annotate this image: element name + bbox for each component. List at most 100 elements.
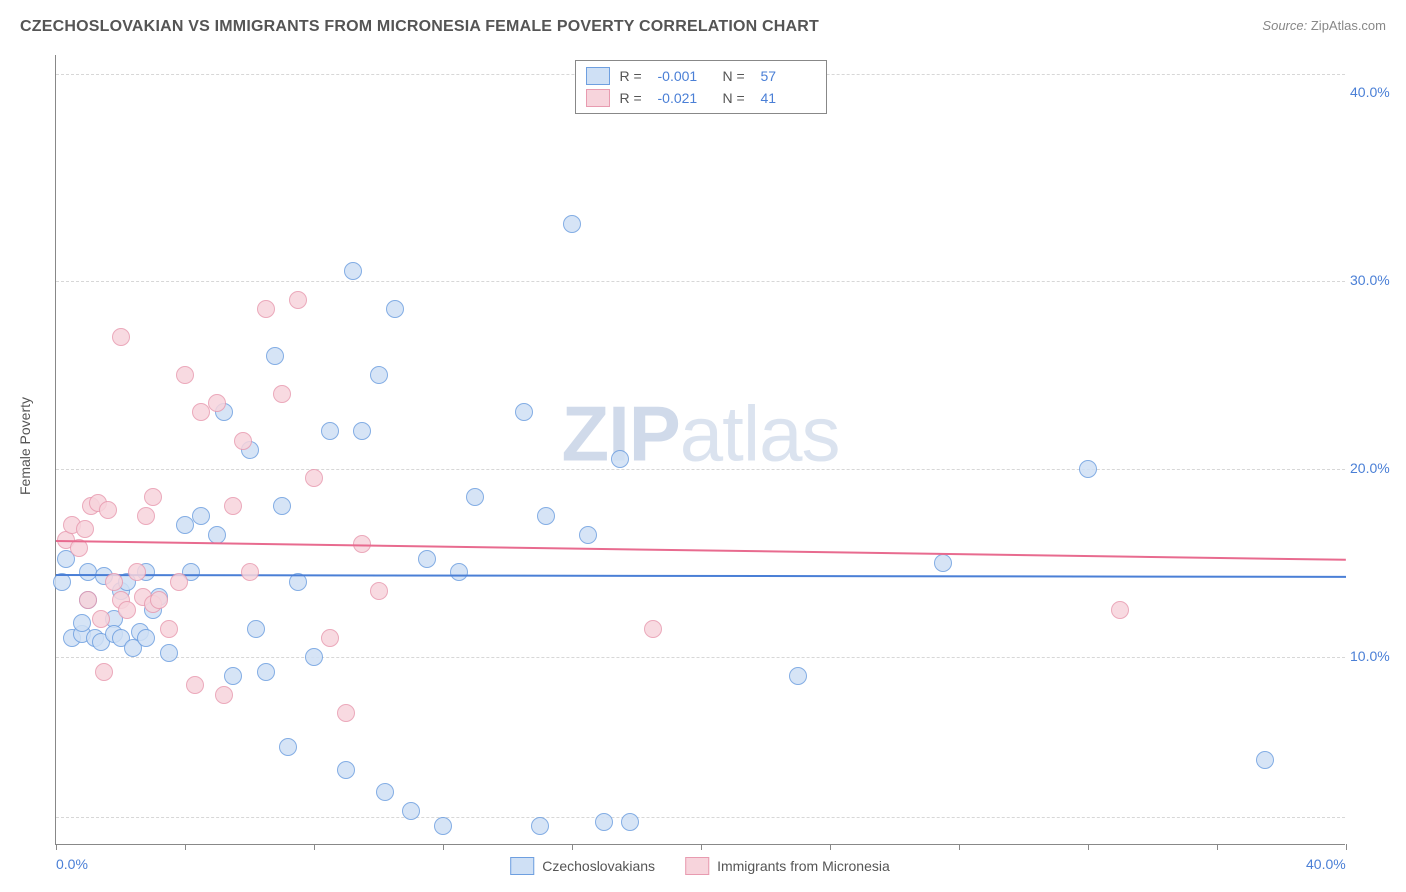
data-point [73,614,91,632]
data-point [186,676,204,694]
data-point [128,563,146,581]
data-point [160,620,178,638]
data-point [321,422,339,440]
data-point [370,582,388,600]
legend-n-label: N = [723,68,751,84]
data-point [321,629,339,647]
data-point [450,563,468,581]
plot-area: ZIPatlas R = -0.001 N = 57 R = -0.021 N … [55,55,1345,845]
data-point [176,516,194,534]
y-axis-label: Female Poverty [17,397,33,495]
x-tick [443,844,444,850]
data-point [344,262,362,280]
data-point [224,497,242,515]
data-point [112,328,130,346]
data-point [170,573,188,591]
data-point [563,215,581,233]
data-point [99,501,117,519]
legend-r-label: R = [620,68,648,84]
legend-r-label: R = [620,90,648,106]
data-point [208,394,226,412]
data-point [215,686,233,704]
source-attribution: Source: ZipAtlas.com [1262,18,1386,33]
x-tick [572,844,573,850]
source-value: ZipAtlas.com [1311,18,1386,33]
data-point [370,366,388,384]
data-point [466,488,484,506]
legend-row-series-2: R = -0.021 N = 41 [586,87,816,109]
data-point [337,704,355,722]
x-tick [830,844,831,850]
x-tick [1217,844,1218,850]
data-point [934,554,952,572]
data-point [247,620,265,638]
legend-n-value-1: 57 [761,68,816,84]
data-point [257,663,275,681]
data-point [305,648,323,666]
legend-series: Czechoslovakians Immigrants from Microne… [510,857,890,875]
data-point [1079,460,1097,478]
data-point [353,422,371,440]
data-point [789,667,807,685]
y-tick-label: 10.0% [1350,648,1405,664]
x-tick-label: 40.0% [1306,856,1346,872]
gridline [56,657,1345,658]
data-point [386,300,404,318]
data-point [137,629,155,647]
legend-row-series-1: R = -0.001 N = 57 [586,65,816,87]
data-point [273,497,291,515]
legend-n-label: N = [723,90,751,106]
data-point [1111,601,1129,619]
data-point [105,573,123,591]
data-point [79,591,97,609]
data-point [305,469,323,487]
watermark: ZIPatlas [561,388,839,479]
data-point [92,610,110,628]
legend-correlation: R = -0.001 N = 57 R = -0.021 N = 41 [575,60,827,114]
data-point [376,783,394,801]
x-tick [185,844,186,850]
data-point [418,550,436,568]
legend-r-value-1: -0.001 [658,68,713,84]
data-point [289,291,307,309]
data-point [224,667,242,685]
data-point [579,526,597,544]
legend-swatch-series-2 [685,857,709,875]
data-point [118,601,136,619]
gridline [56,281,1345,282]
legend-swatch-series-2 [586,89,610,107]
data-point [531,817,549,835]
data-point [515,403,533,421]
data-point [79,563,97,581]
data-point [644,620,662,638]
data-point [150,591,168,609]
y-tick-label: 20.0% [1350,460,1405,476]
legend-swatch-series-1 [586,67,610,85]
data-point [1256,751,1274,769]
x-tick [314,844,315,850]
scatter-plot: ZIPatlas R = -0.001 N = 57 R = -0.021 N … [55,55,1345,845]
data-point [266,347,284,365]
legend-r-value-2: -0.021 [658,90,713,106]
x-tick-label: 0.0% [56,856,88,872]
x-tick [1088,844,1089,850]
trend-line [56,540,1346,561]
y-tick-label: 30.0% [1350,272,1405,288]
x-tick [959,844,960,850]
data-point [595,813,613,831]
x-tick [701,844,702,850]
data-point [537,507,555,525]
data-point [208,526,226,544]
data-point [192,403,210,421]
x-tick [56,844,57,850]
data-point [611,450,629,468]
data-point [273,385,291,403]
data-point [234,432,252,450]
data-point [279,738,297,756]
data-point [95,663,113,681]
data-point [160,644,178,662]
legend-item-series-1: Czechoslovakians [510,857,655,875]
data-point [76,520,94,538]
legend-n-value-2: 41 [761,90,816,106]
data-point [337,761,355,779]
